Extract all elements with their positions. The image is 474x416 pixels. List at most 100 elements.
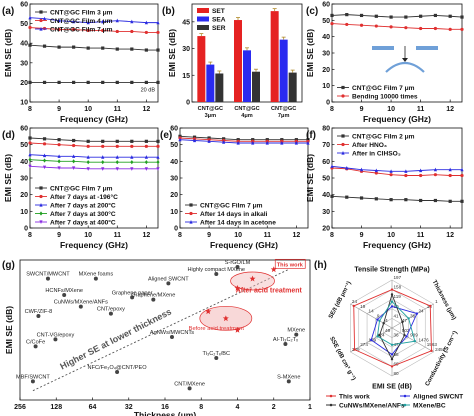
data-marker (86, 155, 90, 159)
y-tick-label: 0 (326, 100, 330, 107)
radar-tick-label: 4 (385, 318, 388, 323)
data-marker (306, 138, 310, 142)
radar-point (390, 353, 394, 356)
data-marker (42, 16, 47, 21)
data-marker (374, 168, 378, 173)
y-tick-label: 50 (20, 21, 28, 28)
data-marker (448, 27, 452, 31)
data-marker (189, 220, 193, 224)
radar-point (429, 304, 432, 308)
data-marker (374, 24, 378, 28)
data-marker (101, 144, 105, 148)
data-marker (222, 140, 226, 144)
data-marker (236, 141, 240, 145)
data-marker (192, 135, 197, 139)
data-marker (374, 14, 378, 18)
data-point (53, 337, 58, 342)
radar-point (378, 319, 381, 322)
x-axis-label: Frequency (GHz) (60, 240, 128, 250)
data-marker (115, 144, 119, 148)
x-tick-label: 10 (387, 106, 395, 113)
x-tick-label: 8 (28, 232, 32, 239)
data-marker (280, 138, 284, 142)
point-label: C/CoFe (26, 339, 45, 345)
x-tick-label: 10 (387, 232, 395, 239)
data-marker (101, 167, 105, 171)
y-tick-label: 60 (20, 126, 28, 133)
series-line (29, 27, 158, 33)
data-marker (28, 80, 32, 84)
x-tick-label: 11 (417, 106, 425, 113)
y-tick-label: 30 (20, 176, 28, 183)
data-marker (39, 10, 43, 14)
x-tick-label: 10 (84, 106, 92, 113)
x-tick-label: 12 (142, 232, 150, 239)
data-marker (39, 186, 43, 190)
radar-tick-label: 989 (410, 333, 418, 338)
data-marker (86, 139, 90, 143)
bar (279, 39, 288, 102)
legend-label: After in ClHSO₃ (352, 151, 401, 158)
data-marker (101, 28, 105, 33)
radar-tick-label: 69 (394, 361, 400, 366)
series-line (179, 139, 308, 144)
radar-point (352, 304, 355, 308)
data-marker (130, 47, 134, 51)
data-marker (28, 43, 32, 47)
legend-label: SEA (212, 17, 226, 24)
point-label: Ti₃C₂Tₓ/BC (203, 351, 231, 357)
legend-label: SET (212, 8, 225, 15)
data-marker (39, 203, 43, 207)
radar-point (407, 317, 410, 320)
bar (215, 73, 224, 102)
data-marker (433, 198, 438, 203)
bar (270, 11, 279, 102)
data-marker (341, 151, 345, 155)
category-label: 7μm (278, 113, 290, 119)
bar (243, 50, 251, 102)
legend-label: CNT@GC Film 7 μm (352, 85, 415, 92)
y-tick-label: 40 (20, 41, 28, 48)
annotation: 20 dB (141, 87, 156, 93)
data-marker (374, 197, 378, 201)
data-marker (57, 159, 61, 164)
radar-axis-label: EMI SE (dB) (372, 384, 412, 391)
data-point (62, 293, 67, 297)
data-point (214, 356, 219, 360)
data-marker (86, 160, 90, 165)
data-marker (28, 152, 32, 157)
panel-label: (d) (2, 130, 15, 141)
legend-marker (403, 403, 407, 407)
data-point (187, 386, 192, 391)
y-tick-label: 50 (20, 142, 28, 149)
film-icon (416, 46, 438, 50)
data-marker (433, 173, 438, 177)
data-marker (101, 160, 105, 165)
data-marker (460, 15, 464, 19)
radar-axis-label: SE/t (dB μm⁻¹) (327, 280, 353, 320)
panel-c: 8 9 10 11 12 0 10 20 30 40 50 60 Frequency (GHz) EMI … (305, 2, 464, 124)
data-marker (57, 138, 61, 142)
data-point-star (222, 315, 229, 322)
data-marker (130, 29, 134, 34)
x-tick-label: 12 (292, 232, 300, 239)
y-axis-label: EMI SE (dB) (167, 29, 177, 77)
data-marker (130, 80, 134, 84)
data-marker (28, 15, 32, 20)
point-label: Highly compact MXene (188, 267, 246, 273)
panel-g: 256 128 64 32 16 8 4 2 1 Thickness (μm) EMI SE (dB… (4, 258, 312, 416)
data-marker (294, 138, 298, 142)
series-line (331, 23, 462, 30)
y-tick-label: 30 (182, 46, 190, 53)
data-marker (39, 194, 43, 199)
data-marker (57, 154, 61, 158)
data-marker (115, 47, 119, 51)
point-label: This work (277, 262, 304, 268)
point-label: S-rGO/LM (225, 260, 251, 266)
x-tick-label: 8 (330, 106, 334, 113)
radar-tick-label: 36 (394, 333, 400, 338)
data-marker (359, 13, 364, 18)
panel-label: (g) (2, 260, 15, 271)
